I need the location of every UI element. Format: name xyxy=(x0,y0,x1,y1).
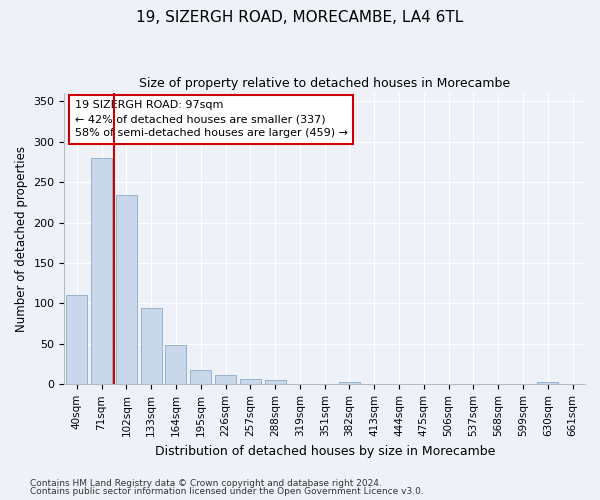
Text: 19, SIZERGH ROAD, MORECAMBE, LA4 6TL: 19, SIZERGH ROAD, MORECAMBE, LA4 6TL xyxy=(136,10,464,25)
Bar xyxy=(215,376,236,384)
Bar xyxy=(166,346,187,385)
Title: Size of property relative to detached houses in Morecambe: Size of property relative to detached ho… xyxy=(139,78,510,90)
Text: Contains HM Land Registry data © Crown copyright and database right 2024.: Contains HM Land Registry data © Crown c… xyxy=(30,478,382,488)
Bar xyxy=(240,380,261,384)
Text: Contains public sector information licensed under the Open Government Licence v3: Contains public sector information licen… xyxy=(30,487,424,496)
Bar xyxy=(140,308,162,384)
X-axis label: Distribution of detached houses by size in Morecambe: Distribution of detached houses by size … xyxy=(155,444,495,458)
Y-axis label: Number of detached properties: Number of detached properties xyxy=(15,146,28,332)
Bar xyxy=(116,195,137,384)
Text: 19 SIZERGH ROAD: 97sqm
← 42% of detached houses are smaller (337)
58% of semi-de: 19 SIZERGH ROAD: 97sqm ← 42% of detached… xyxy=(75,100,348,138)
Bar xyxy=(91,158,112,384)
Bar xyxy=(537,382,559,384)
Bar xyxy=(66,296,88,384)
Bar xyxy=(265,380,286,384)
Bar xyxy=(190,370,211,384)
Bar xyxy=(339,382,360,384)
